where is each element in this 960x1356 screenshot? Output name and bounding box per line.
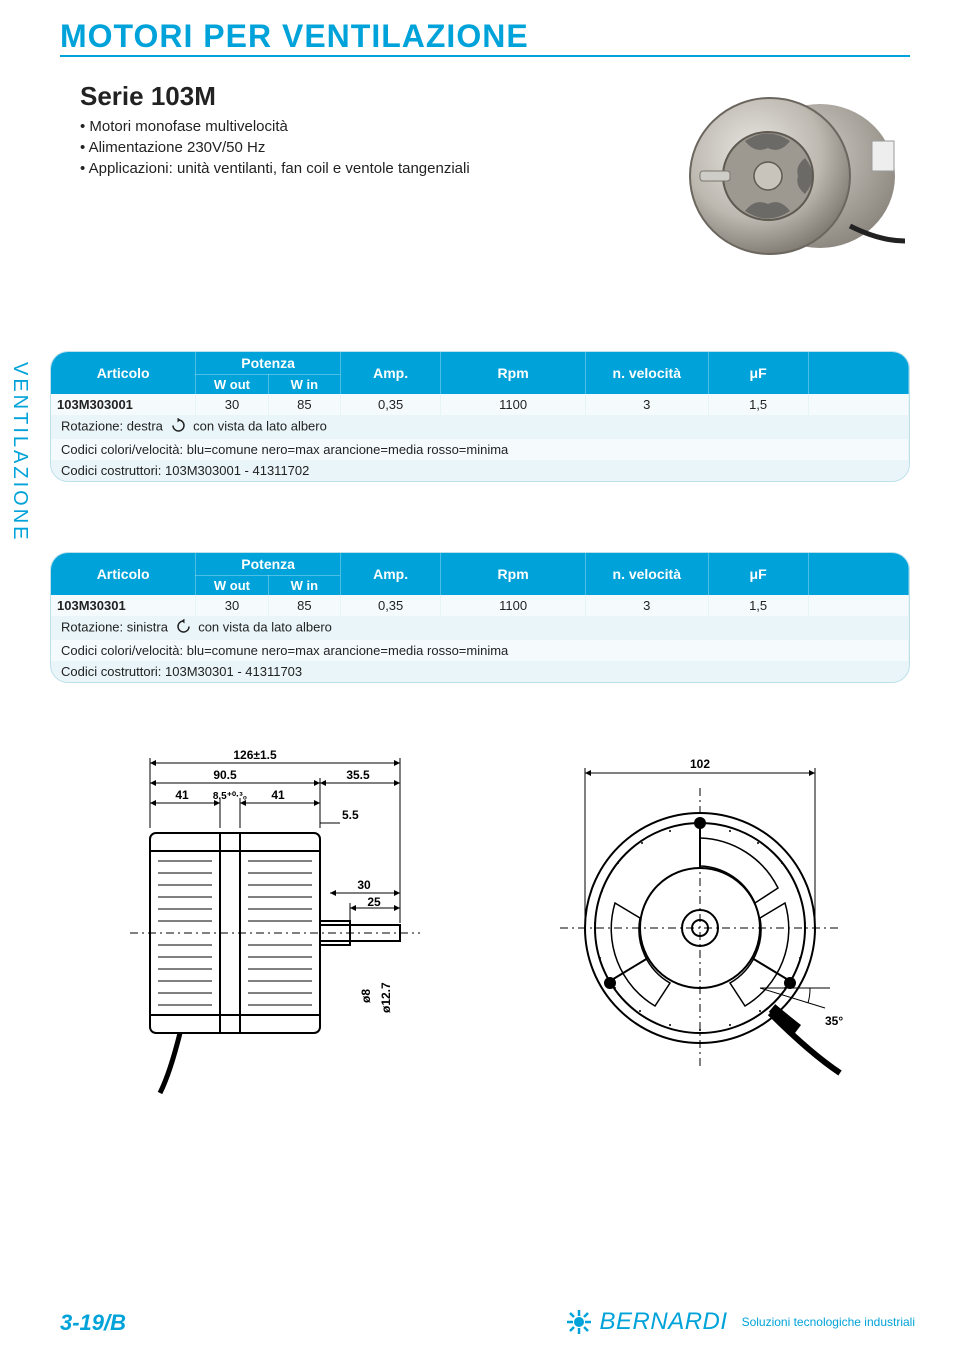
t1-note2: Codici colori/velocità: blu=comune nero=…	[51, 439, 909, 460]
th-uf: μF	[708, 352, 808, 394]
th-potenza: Potenza	[196, 352, 341, 375]
t1-note3: Codici costruttori: 103M303001 - 4131170…	[51, 460, 909, 481]
bullet-0: Motori monofase multivelocità	[80, 116, 600, 137]
spec-table-1: Articolo Potenza Amp. Rpm n. velocità μF…	[50, 351, 910, 482]
table-row: 103M303001 30 85 0,35 1100 3 1,5	[51, 394, 909, 415]
rotation-cw-icon	[171, 418, 186, 436]
svg-text:102: 102	[690, 757, 710, 771]
rotation-ccw-icon	[176, 619, 191, 637]
spec-table-2: Articolo Potenza Amp. Rpm n. velocità μF…	[50, 552, 910, 683]
th-blank	[808, 352, 908, 394]
svg-text:35°: 35°	[825, 1014, 843, 1028]
th-blank	[808, 553, 908, 595]
svg-text:ø12.7: ø12.7	[379, 982, 393, 1013]
th-win: W in	[268, 576, 340, 596]
th-uf: μF	[708, 553, 808, 595]
th-potenza: Potenza	[196, 553, 341, 576]
svg-text:30: 30	[357, 878, 371, 892]
page-number: 3-19/B	[60, 1310, 126, 1336]
t2-note3: Codici costruttori: 103M30301 - 41311703	[51, 661, 909, 682]
t1-rotation: Rotazione: destra con vista da lato albe…	[51, 415, 909, 439]
page-footer: 3-19/B BERNARDI Soluzioni tecnologiche i…	[0, 1308, 960, 1336]
technical-drawings: 126±1.5 90.5 35.5 41 8.5⁺⁰·³₀ 41 5.5 30 …	[0, 733, 960, 1103]
t2-note2: Codici colori/velocità: blu=comune nero=…	[51, 640, 909, 661]
brand-logo-icon	[566, 1309, 592, 1335]
sidebar-label: VENTILAZIONE	[8, 362, 31, 542]
side-view-drawing: 126±1.5 90.5 35.5 41 8.5⁺⁰·³₀ 41 5.5 30 …	[80, 733, 490, 1103]
th-nvel: n. velocità	[586, 352, 709, 394]
t2-rotation: Rotazione: sinistra con vista da lato al…	[51, 616, 909, 640]
svg-text:41: 41	[271, 788, 285, 802]
svg-text:ø8: ø8	[359, 989, 373, 1003]
th-wout: W out	[196, 576, 268, 596]
svg-text:90.5: 90.5	[213, 768, 237, 782]
th-articolo: Articolo	[51, 352, 196, 394]
series-title: Serie 103M	[80, 81, 600, 112]
page-title: MOTORI PER VENTILAZIONE	[0, 0, 960, 55]
brand-tagline: Soluzioni tecnologiche industriali	[742, 1315, 915, 1329]
th-rpm: Rpm	[441, 553, 586, 595]
th-amp: Amp.	[341, 352, 441, 394]
bullet-1: Alimentazione 230V/50 Hz	[80, 137, 600, 158]
th-win: W in	[268, 375, 340, 395]
svg-text:126±1.5: 126±1.5	[233, 748, 277, 762]
brand-name: BERNARDI	[600, 1308, 728, 1336]
series-bullets: Motori monofase multivelocità Alimentazi…	[80, 116, 600, 179]
svg-text:41: 41	[175, 788, 189, 802]
th-rpm: Rpm	[441, 352, 586, 394]
th-wout: W out	[196, 375, 268, 395]
svg-text:25: 25	[367, 895, 381, 909]
brand: BERNARDI Soluzioni tecnologiche industri…	[566, 1308, 915, 1336]
table-row: 103M30301 30 85 0,35 1100 3 1,5	[51, 595, 909, 616]
th-articolo: Articolo	[51, 553, 196, 595]
th-amp: Amp.	[341, 553, 441, 595]
svg-text:35.5: 35.5	[346, 768, 370, 782]
svg-text:8.5⁺⁰·³₀: 8.5⁺⁰·³₀	[213, 791, 247, 802]
front-view-drawing: 102 35°	[530, 733, 890, 1103]
svg-text:5.5: 5.5	[342, 808, 359, 822]
bullet-2: Applicazioni: unità ventilanti, fan coil…	[80, 158, 600, 179]
product-photo	[640, 81, 920, 271]
th-nvel: n. velocità	[586, 553, 709, 595]
